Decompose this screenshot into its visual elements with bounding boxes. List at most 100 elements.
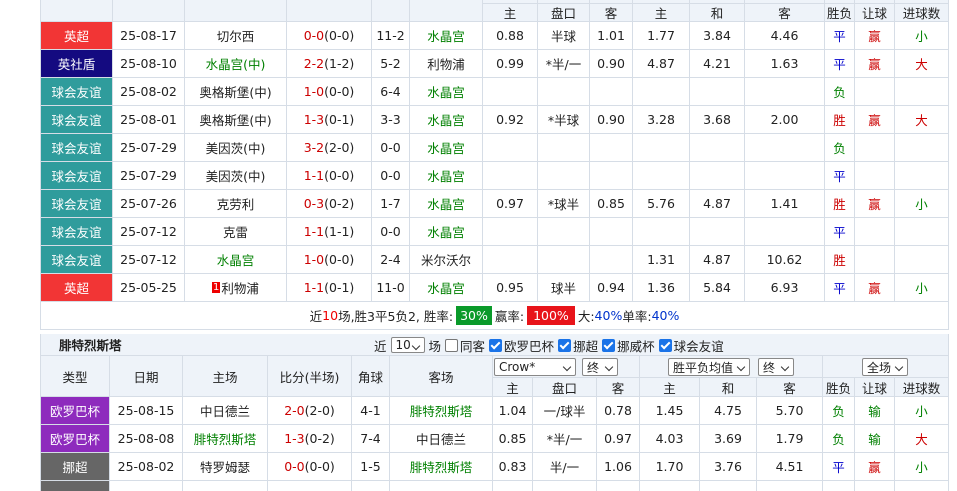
odds-cell: 0.78: [597, 397, 640, 425]
checkbox[interactable]: [602, 338, 616, 352]
type-cell: 欧罗巴杯: [41, 397, 110, 425]
odds-cell: 3.84: [690, 22, 745, 50]
odds-cell: 6.93: [745, 274, 825, 302]
score-cell: 1-1 (0-0): [287, 162, 372, 190]
odds-cell: 1.36: [633, 274, 690, 302]
result-cell: 平: [825, 218, 855, 246]
home-team: 奥格斯堡(中): [199, 113, 272, 128]
summary-text: 100%: [527, 306, 575, 325]
dropdown[interactable]: 终: [582, 358, 618, 376]
header-cell: 比分(半场): [268, 356, 352, 397]
odds-cell: [633, 134, 690, 162]
result-cell: 负: [823, 397, 855, 425]
header-blank: [895, 0, 949, 4]
row-cell: [533, 481, 597, 491]
checkbox-label[interactable]: 挪超: [573, 338, 599, 354]
dropdown[interactable]: 终: [758, 358, 794, 376]
odds-cell: 1.01: [590, 22, 633, 50]
odds-cell: 3.28: [633, 106, 690, 134]
dropdown[interactable]: 全场: [862, 358, 908, 376]
checkbox-label[interactable]: 挪威杯: [617, 338, 655, 354]
odds-cell: [690, 78, 745, 106]
count-select[interactable]: 10: [390, 337, 425, 353]
corner-cell: 6-4: [372, 78, 410, 106]
odds-cell: [483, 162, 538, 190]
checkbox-label[interactable]: 同客: [460, 338, 486, 354]
score-cell: 3-2 (2-0): [287, 134, 372, 162]
result-cell: 平: [825, 274, 855, 302]
home-cell: 切尔西: [185, 22, 287, 50]
odds-cell: 5.76: [633, 190, 690, 218]
odds-cell: 1.45: [640, 397, 700, 425]
odds-cell: [633, 162, 690, 190]
result-cell: 负: [825, 78, 855, 106]
home-cell: 特罗姆瑟: [183, 453, 268, 481]
odds-cell: 半球: [538, 22, 590, 50]
odds-cell: 1.04: [493, 397, 533, 425]
header-blank: [590, 0, 633, 4]
type-cell: 球会友谊: [41, 162, 113, 190]
score: 1-1: [303, 280, 325, 295]
half-score: (0-0): [324, 28, 355, 43]
dropdown[interactable]: 胜平负均值: [668, 358, 750, 376]
odds-cell: 4.87: [633, 50, 690, 78]
checkbox-label[interactable]: 球会友谊: [673, 338, 724, 354]
subheader-cell: 主: [483, 4, 538, 22]
odds-cell: [745, 78, 825, 106]
odds-cell: [745, 134, 825, 162]
summary-text: 大:: [577, 309, 595, 324]
result-cell: [855, 78, 895, 106]
home-cell: 腓特烈斯塔: [183, 425, 268, 453]
score: 1-0: [303, 84, 325, 99]
header-blank: [633, 0, 690, 4]
half-score: (0-0): [304, 459, 335, 474]
odds-cell: 1.70: [640, 453, 700, 481]
type-cell: 英超: [41, 274, 113, 302]
half-score: (1-1): [324, 224, 355, 239]
odds-cell: [590, 218, 633, 246]
row-cell: [855, 481, 895, 491]
odds-cell: [745, 162, 825, 190]
checkbox[interactable]: [558, 338, 572, 352]
checkbox[interactable]: [445, 338, 459, 352]
odds-cell: 4.87: [690, 246, 745, 274]
header-blank: [538, 0, 590, 4]
row-cell: [700, 481, 757, 491]
odds-cell: 4.21: [690, 50, 745, 78]
date-cell: 25-08-08: [110, 425, 183, 453]
result-cell: 赢: [855, 190, 895, 218]
odds-cell: [483, 134, 538, 162]
header-cell: 角球: [352, 356, 390, 397]
score: 1-1: [303, 168, 325, 183]
home-team: 美因茨(中): [205, 169, 266, 184]
away-cell: 水晶宫: [410, 274, 483, 302]
header-blank: [825, 0, 855, 4]
home-team: 克劳利: [216, 197, 255, 212]
date-cell: 25-08-15: [110, 397, 183, 425]
checkbox[interactable]: [489, 338, 503, 352]
summary-row: 近 10 场,胜3平5负2, 胜率: 30% 赢率: 100% 大: 40% 单率: 40%: [41, 302, 949, 330]
result-cell: [895, 78, 949, 106]
row-cell: [390, 481, 493, 491]
team-name: 腓特烈斯塔: [59, 338, 122, 353]
date-cell: 25-07-26: [113, 190, 185, 218]
away-cell: 水晶宫: [410, 162, 483, 190]
odds-cell: [483, 78, 538, 106]
result-cell: 负: [825, 134, 855, 162]
result-cell: 输: [855, 397, 895, 425]
odds-cell: [483, 246, 538, 274]
odds-cell: *半/一: [533, 425, 597, 453]
subheader-cell: 让球: [855, 4, 895, 22]
odds-cell: 4.51: [757, 453, 823, 481]
corner-cell: 5-2: [372, 50, 410, 78]
result-cell: 赢: [855, 453, 895, 481]
subheader-cell: 客: [745, 4, 825, 22]
checkbox[interactable]: [658, 338, 672, 352]
checkbox-label[interactable]: 欧罗巴杯: [504, 338, 555, 354]
dropdown[interactable]: Crow*: [494, 358, 576, 376]
odds-cell: [633, 78, 690, 106]
row-cell: [183, 481, 268, 491]
result-cell: 平: [825, 162, 855, 190]
odds-cell: 0.99: [483, 50, 538, 78]
odds-cell: 3.69: [700, 425, 757, 453]
